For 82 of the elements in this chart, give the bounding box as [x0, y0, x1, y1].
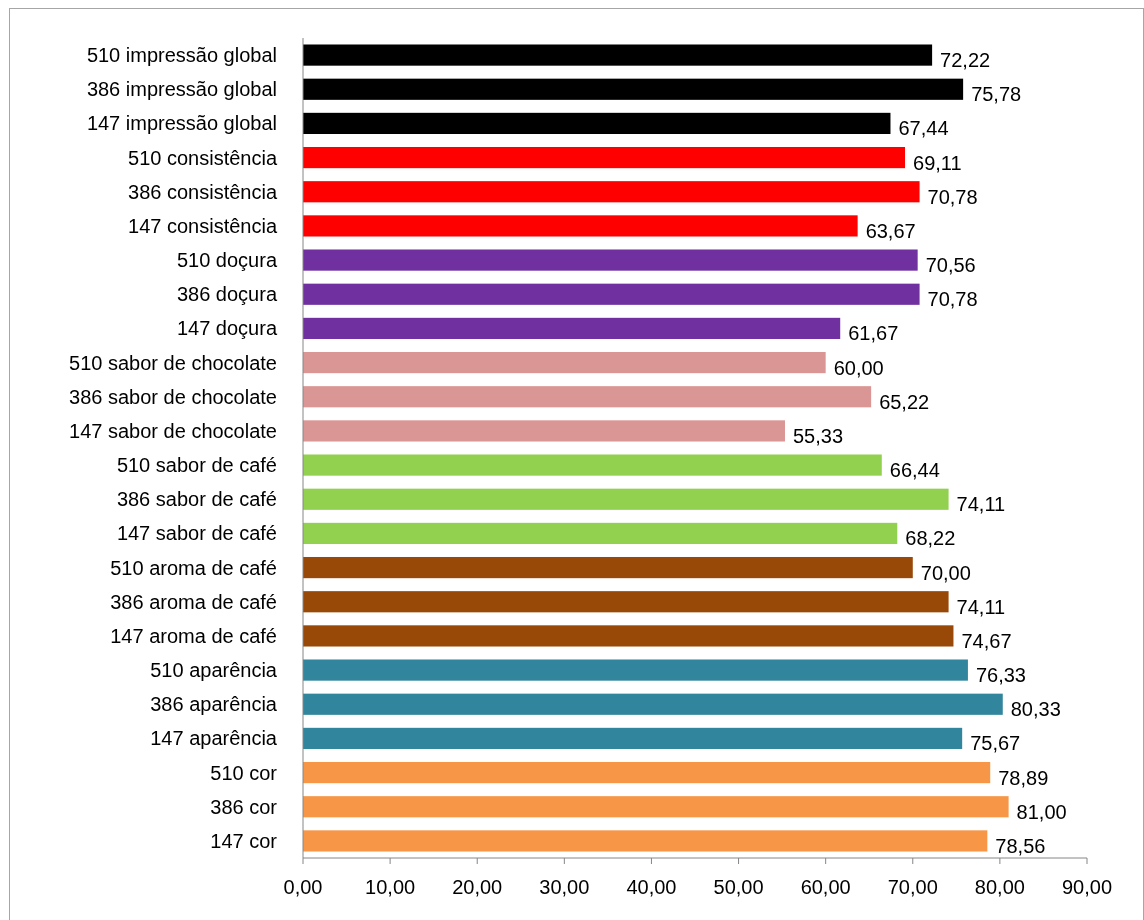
bar — [303, 625, 954, 647]
y-tick-label: 147 sabor de chocolate — [69, 419, 277, 442]
bar — [303, 44, 933, 66]
bar — [303, 796, 1009, 818]
bar — [303, 727, 963, 750]
bar — [303, 420, 785, 442]
bar — [303, 830, 988, 852]
bar — [303, 693, 1003, 715]
y-tick-label: 386 doçura — [176, 283, 278, 306]
y-tick-label: 510 sabor de café — [116, 454, 277, 477]
x-tick-label: 20,00 — [452, 876, 503, 898]
data-label: 69,11 — [913, 151, 962, 174]
x-tick-label: 10,00 — [365, 876, 416, 898]
x-tick-label: 70,00 — [887, 876, 938, 898]
bar — [303, 249, 918, 271]
bar — [303, 283, 920, 305]
x-tick-label: 0,00 — [283, 876, 323, 898]
bar — [303, 317, 841, 340]
data-label: 78,56 — [995, 834, 1046, 857]
data-label: 66,44 — [889, 459, 940, 482]
x-tick-label: 40,00 — [626, 876, 677, 898]
bar — [303, 761, 991, 784]
data-label: 67,44 — [898, 117, 949, 140]
bar — [303, 181, 920, 203]
data-label: 70,00 — [920, 561, 971, 584]
y-tick-label: 386 impressão global — [86, 78, 277, 101]
data-label: 60,00 — [833, 356, 884, 379]
y-tick-label: 386 aparência — [150, 693, 278, 716]
y-tick-label: 147 impressão global — [86, 112, 277, 135]
y-tick-label: 510 aparência — [150, 659, 278, 682]
data-label: 81,00 — [1016, 800, 1067, 823]
data-label: 70,78 — [927, 288, 978, 311]
bar — [303, 522, 898, 545]
y-tick-label: 147 doçura — [176, 317, 278, 340]
data-label: 76,33 — [975, 664, 1026, 687]
y-tick-label: 510 impressão global — [86, 44, 277, 67]
y-tick-label: 147 aroma de café — [110, 624, 277, 647]
x-tick-label: 80,00 — [974, 876, 1025, 898]
data-label: 75,67 — [970, 732, 1021, 755]
data-label: 78,89 — [998, 766, 1049, 789]
y-tick-label: 386 cor — [210, 795, 278, 818]
data-label: 61,67 — [848, 322, 899, 345]
bar — [303, 556, 913, 579]
bar — [303, 659, 968, 681]
bar — [303, 454, 882, 476]
data-label: 68,22 — [905, 527, 956, 550]
y-tick-label: 510 sabor de chocolate — [69, 351, 277, 374]
y-tick-label: 147 cor — [210, 829, 278, 852]
data-label: 74,11 — [956, 595, 1006, 618]
y-tick-label: 510 aroma de café — [110, 556, 277, 579]
y-tick-label: 386 aroma de café — [110, 590, 277, 613]
data-label: 74,11 — [956, 493, 1006, 516]
data-label: 65,22 — [879, 390, 930, 413]
bar — [303, 78, 964, 100]
data-label: 74,67 — [961, 629, 1012, 652]
y-tick-label: 510 cor — [210, 761, 278, 784]
y-tick-label: 510 doçura — [176, 249, 278, 272]
data-label: 55,33 — [792, 424, 844, 447]
data-label: 70,78 — [927, 185, 978, 208]
y-tick-label: 510 consistência — [128, 146, 278, 169]
y-tick-label: 147 consistência — [128, 214, 278, 237]
bar — [303, 146, 906, 169]
bar — [303, 591, 949, 613]
bar — [303, 112, 891, 135]
x-tick-label: 50,00 — [713, 876, 764, 898]
bar — [303, 386, 872, 408]
data-label: 70,56 — [925, 254, 976, 277]
x-tick-label: 90,00 — [1061, 876, 1113, 898]
bar — [303, 351, 826, 374]
data-label: 72,22 — [940, 49, 991, 72]
y-tick-label: 386 consistência — [128, 180, 278, 203]
data-label: 75,78 — [971, 83, 1022, 106]
y-tick-label: 386 sabor de café — [116, 488, 277, 511]
data-label: 63,67 — [865, 219, 916, 242]
y-tick-label: 147 sabor de café — [116, 522, 277, 545]
bar — [303, 215, 858, 237]
y-tick-label: 147 aparência — [150, 727, 278, 750]
y-tick-label: 386 sabor de chocolate — [69, 385, 277, 408]
bar — [303, 488, 949, 510]
x-tick-label: 30,00 — [539, 876, 590, 898]
x-tick-label: 60,00 — [800, 876, 851, 898]
data-label: 80,33 — [1010, 698, 1061, 721]
